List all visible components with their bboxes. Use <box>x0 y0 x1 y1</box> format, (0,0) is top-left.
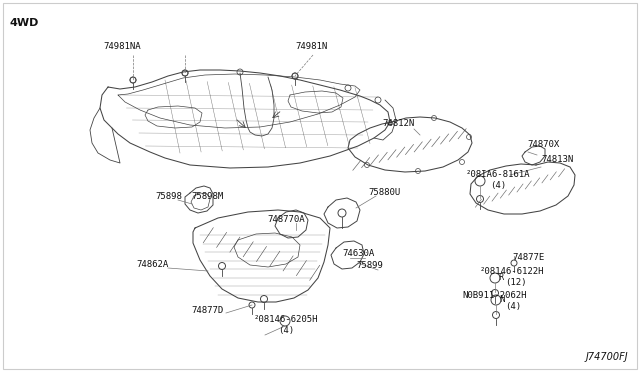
Text: N0B911-2062H: N0B911-2062H <box>462 291 527 300</box>
Text: (4): (4) <box>505 302 521 311</box>
Text: (4): (4) <box>278 326 294 335</box>
Text: ²08146-6122H: ²08146-6122H <box>480 267 545 276</box>
Text: 74877E: 74877E <box>512 253 544 262</box>
Text: 74813N: 74813N <box>541 155 573 164</box>
Text: 75898M: 75898M <box>191 192 223 201</box>
Text: 74812N: 74812N <box>382 119 414 128</box>
Text: ²08146-6205H: ²08146-6205H <box>254 315 319 324</box>
Text: N: N <box>499 295 505 305</box>
Text: 75880U: 75880U <box>368 188 400 197</box>
Text: (4): (4) <box>490 181 506 190</box>
Text: 74870X: 74870X <box>527 140 559 149</box>
Text: (12): (12) <box>505 278 527 287</box>
Text: 74981NA: 74981NA <box>103 42 141 51</box>
Text: 75898: 75898 <box>155 192 182 201</box>
Text: 4WD: 4WD <box>10 18 40 28</box>
Text: 74877D: 74877D <box>191 306 223 315</box>
Text: 74862A: 74862A <box>136 260 168 269</box>
Text: R: R <box>498 273 504 282</box>
Text: 74630A: 74630A <box>342 249 374 258</box>
Text: 748770A: 748770A <box>267 215 305 224</box>
Text: 74981N: 74981N <box>295 42 327 51</box>
Text: ²08IA6-8161A: ²08IA6-8161A <box>466 170 531 179</box>
Text: 75899: 75899 <box>356 261 383 270</box>
Text: J74700FJ: J74700FJ <box>586 352 628 362</box>
